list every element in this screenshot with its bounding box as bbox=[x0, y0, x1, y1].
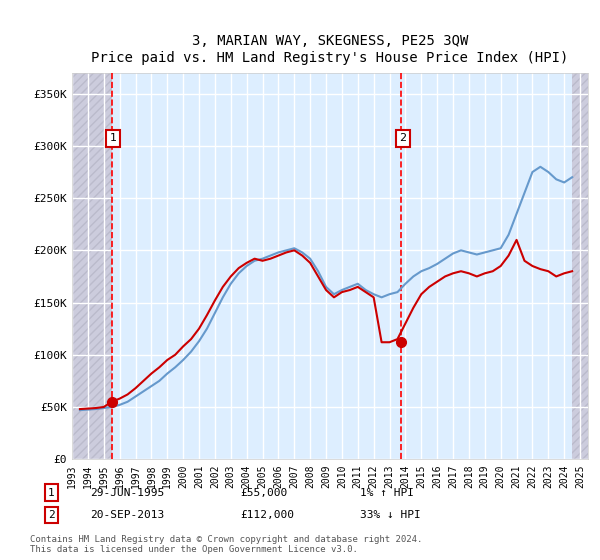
Text: 1: 1 bbox=[48, 488, 55, 498]
Text: Contains HM Land Registry data © Crown copyright and database right 2024.
This d: Contains HM Land Registry data © Crown c… bbox=[30, 535, 422, 554]
Text: 1% ↑ HPI: 1% ↑ HPI bbox=[360, 488, 414, 498]
Bar bbox=[72, 73, 112, 459]
Text: 2: 2 bbox=[400, 133, 407, 143]
Text: 29-JUN-1995: 29-JUN-1995 bbox=[90, 488, 164, 498]
Text: 2: 2 bbox=[48, 510, 55, 520]
Title: 3, MARIAN WAY, SKEGNESS, PE25 3QW
Price paid vs. HM Land Registry's House Price : 3, MARIAN WAY, SKEGNESS, PE25 3QW Price … bbox=[91, 35, 569, 65]
Text: £112,000: £112,000 bbox=[240, 510, 294, 520]
Text: £55,000: £55,000 bbox=[240, 488, 287, 498]
Text: 33% ↓ HPI: 33% ↓ HPI bbox=[360, 510, 421, 520]
Text: 1: 1 bbox=[110, 133, 117, 143]
Bar bbox=[572, 73, 588, 459]
Text: 20-SEP-2013: 20-SEP-2013 bbox=[90, 510, 164, 520]
